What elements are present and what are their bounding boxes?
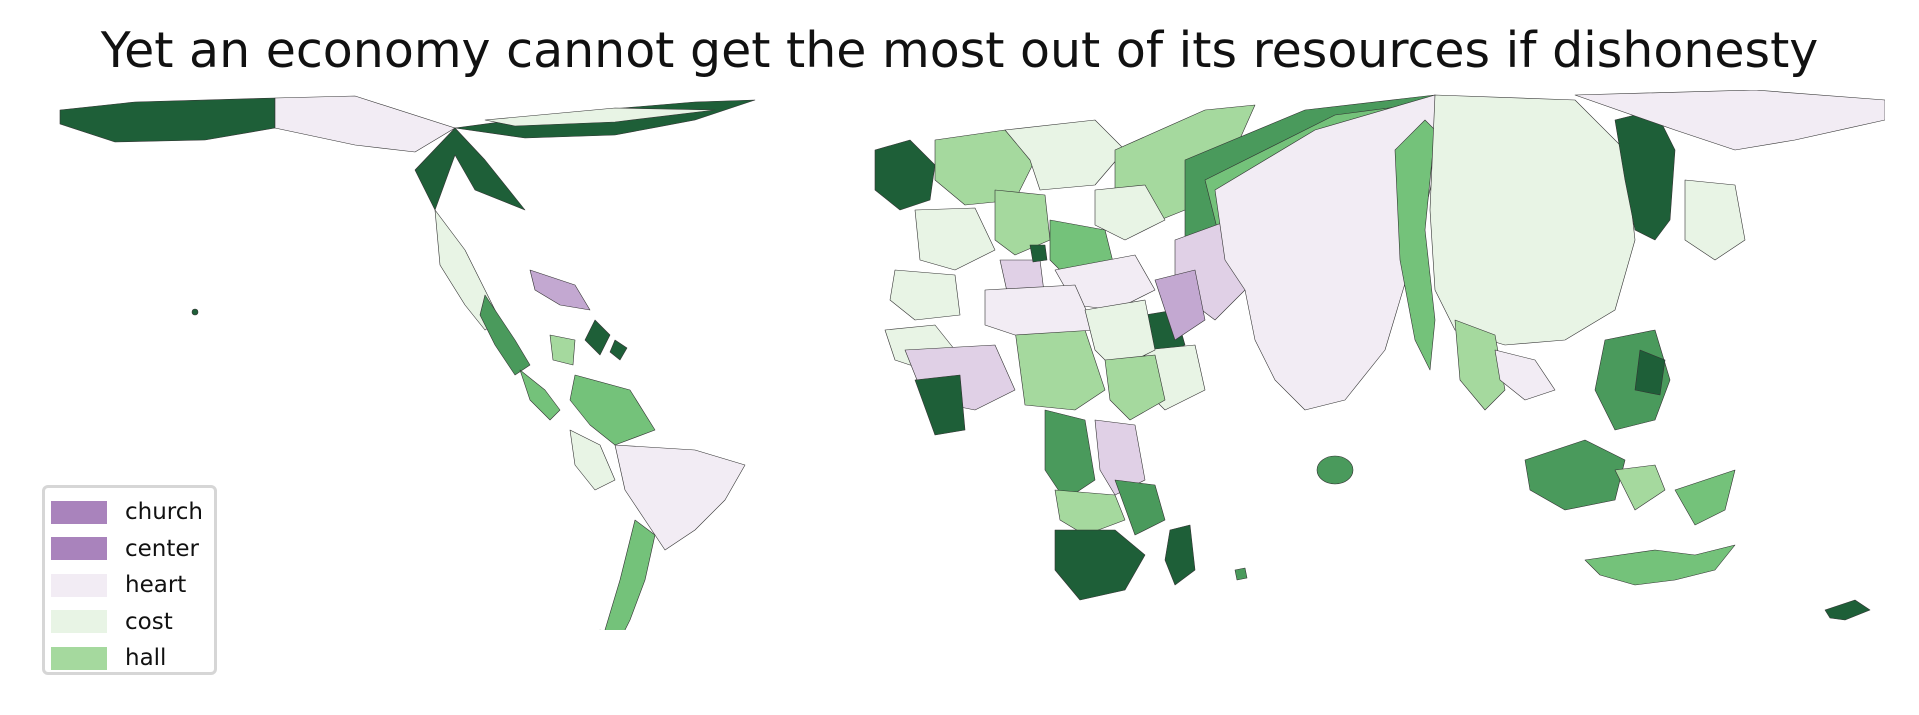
region-small-islands	[1234, 567, 1248, 581]
region-europe-west	[914, 207, 996, 271]
legend-swatch-hall	[51, 646, 107, 670]
region-india-strip	[1394, 119, 1436, 371]
region-east-asia-small	[1684, 179, 1746, 261]
legend-item-cost: cost	[51, 604, 214, 641]
region-mozambique	[1114, 479, 1166, 536]
region-iberia	[889, 269, 961, 321]
region-angola	[1054, 489, 1126, 536]
legend-item-heart: heart	[51, 567, 214, 604]
region-indochina	[1454, 319, 1506, 411]
legend-item-center: center	[51, 531, 214, 568]
region-chile-argentina	[604, 519, 656, 630]
legend-label-cost: cost	[125, 608, 173, 635]
region-timor	[1674, 469, 1736, 526]
region-hawaii	[191, 308, 199, 316]
legend-swatch-center	[51, 537, 107, 561]
region-small-dark	[1029, 244, 1048, 263]
region-greenland-arms	[414, 127, 526, 211]
region-brazil	[614, 444, 746, 551]
region-sahel	[1014, 329, 1106, 411]
region-southern-africa	[1054, 529, 1146, 601]
legend-label-heart: heart	[125, 572, 187, 599]
page-title: Yet an economy cannot get the most out o…	[100, 22, 1819, 79]
legend-swatch-church	[51, 500, 107, 524]
region-caribbean-3	[609, 339, 628, 361]
legend-item-church: church	[51, 494, 214, 531]
region-caribbean-1	[529, 269, 591, 311]
region-canada-north	[484, 107, 716, 127]
legend-swatch-cost	[51, 610, 107, 634]
region-ukraine	[1094, 184, 1166, 241]
world-cartogram-map	[59, 90, 1885, 630]
region-europe-east	[1004, 119, 1126, 191]
region-china-large	[1429, 94, 1636, 346]
region-indonesia	[1524, 439, 1626, 511]
legend: church center heart cost hall	[42, 485, 217, 675]
region-thailand	[1494, 349, 1556, 401]
region-iceland-uk	[874, 139, 936, 211]
legend-item-hall: hall	[51, 640, 214, 677]
region-west-africa-green	[914, 374, 966, 436]
region-philippines	[1634, 349, 1666, 396]
region-canada-west	[274, 95, 456, 153]
region-sahara	[984, 284, 1096, 336]
region-central-america	[519, 369, 561, 421]
region-peru	[569, 429, 616, 491]
legend-swatch-heart	[51, 573, 107, 597]
region-colombia-venezuela	[569, 374, 656, 446]
region-islands-east	[1614, 464, 1666, 511]
region-new-zealand	[1824, 599, 1871, 621]
region-mexico	[479, 294, 531, 376]
legend-label-center: center	[125, 535, 199, 562]
region-caribbean-2	[584, 319, 611, 356]
region-madagascar	[1164, 524, 1196, 586]
region-russia-far-east	[1574, 90, 1885, 151]
legend-label-church: church	[125, 499, 203, 526]
region-alaska	[59, 97, 276, 143]
region-sri-lanka	[1316, 455, 1354, 485]
region-caribbean-4	[549, 334, 576, 366]
legend-label-hall: hall	[125, 645, 167, 672]
region-ethiopia	[1104, 354, 1166, 421]
region-australia	[1584, 544, 1736, 586]
region-iran	[1154, 269, 1206, 341]
region-central-africa	[1044, 409, 1096, 501]
